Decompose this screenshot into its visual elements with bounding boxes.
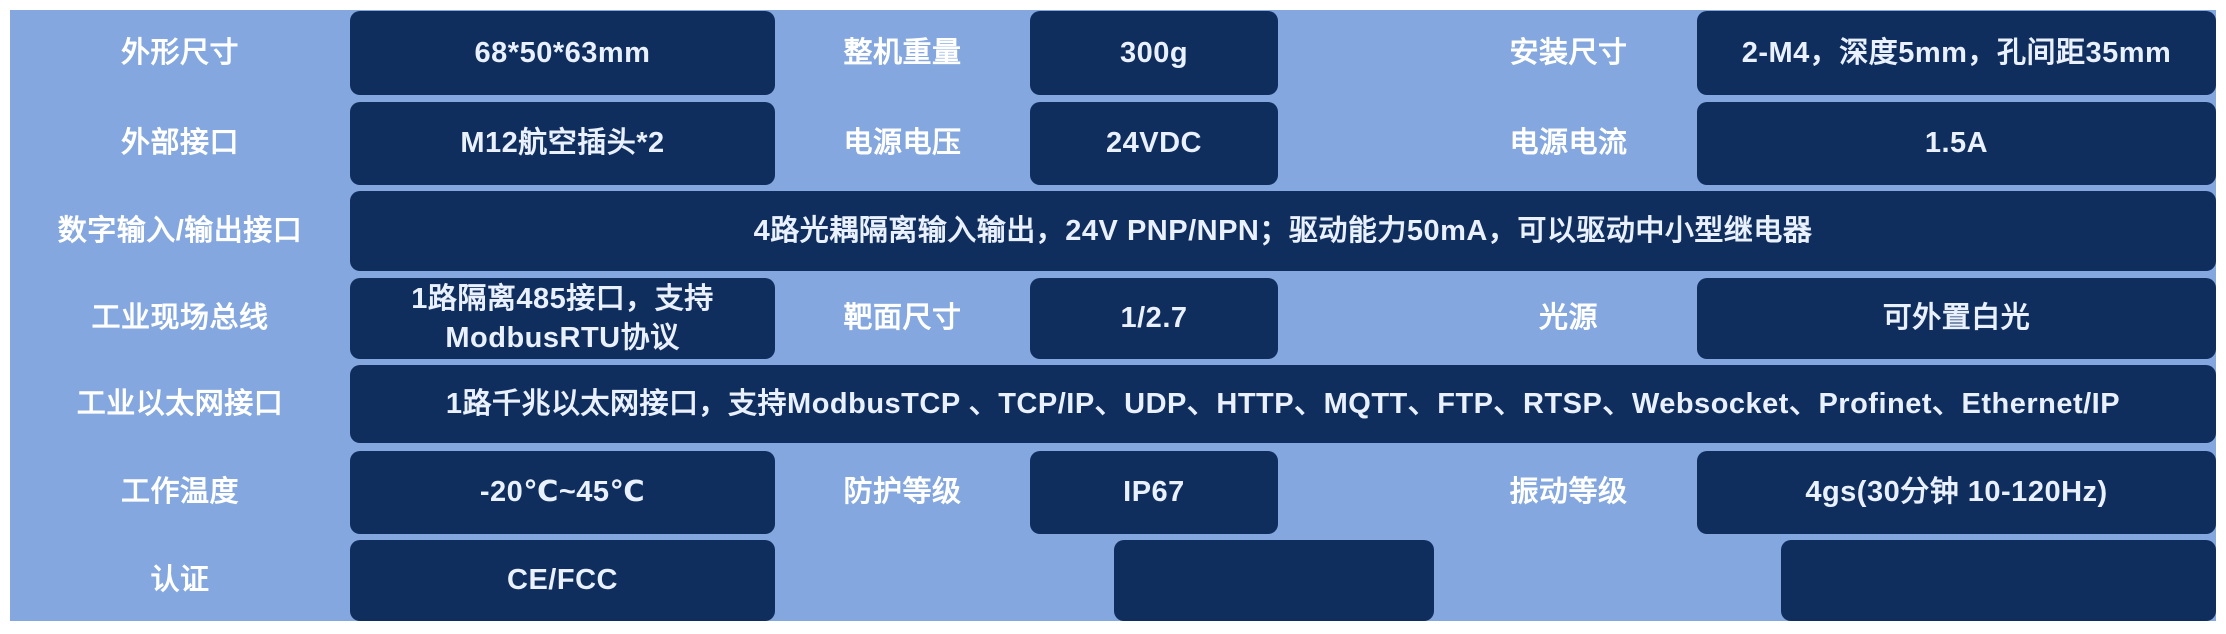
spec-label-supply-voltage: 电源电压 bbox=[843, 127, 962, 160]
spec-value-supply-current: 1.5A bbox=[1697, 102, 2216, 185]
spec-value-operating-temperature: -20℃~45℃ bbox=[350, 451, 775, 534]
spec-label-certification: 认证 bbox=[150, 564, 210, 597]
spec-value-vibration-rating: 4gs(30分钟 10-120Hz) bbox=[1697, 451, 2216, 534]
spec-label-fieldbus: 工业现场总线 bbox=[91, 302, 269, 335]
spec-row-digital-io: 数字输入/输出接口 4路光耦隔离输入输出，24V PNP/NPN；驱动能力50m… bbox=[0, 191, 2226, 271]
spec-label-operating-temperature: 工作温度 bbox=[120, 476, 239, 509]
spec-label-dimensions: 外形尺寸 bbox=[120, 36, 239, 69]
spec-value-digital-io: 4路光耦隔离输入输出，24V PNP/NPN；驱动能力50mA，可以驱动中小型继… bbox=[350, 191, 2216, 271]
spec-empty-cell-right bbox=[1781, 540, 2216, 621]
spec-row-certification: 认证 CE/FCC bbox=[0, 540, 2226, 621]
spec-label-sensor-size: 靶面尺寸 bbox=[843, 302, 962, 335]
spec-value-supply-voltage: 24VDC bbox=[1030, 102, 1278, 185]
spec-value-sensor-size: 1/2.7 bbox=[1030, 278, 1278, 359]
spec-value-light-source: 可外置白光 bbox=[1697, 278, 2216, 359]
spec-row-fieldbus: 工业现场总线 1路隔离485接口，支持ModbusRTU协议 靶面尺寸 1/2.… bbox=[0, 278, 2226, 359]
spec-label-vibration-rating: 振动等级 bbox=[1509, 476, 1628, 509]
spec-value-mounting-size: 2-M4，深度5mm，孔间距35mm bbox=[1697, 11, 2216, 95]
spec-value-dimensions: 68*50*63mm bbox=[350, 11, 775, 95]
spec-label-light-source: 光源 bbox=[1538, 302, 1598, 335]
spec-row-interfaces: 外部接口 M12航空插头*2 电源电压 24VDC 电源电流 1.5A bbox=[0, 102, 2226, 185]
spec-value-external-interface: M12航空插头*2 bbox=[350, 102, 775, 185]
spec-label-mounting-size: 安装尺寸 bbox=[1509, 36, 1628, 69]
spec-value-certification: CE/FCC bbox=[350, 540, 775, 621]
spec-row-ethernet: 工业以太网接口 1路千兆以太网接口，支持ModbusTCP 、TCP/IP、UD… bbox=[0, 365, 2226, 443]
spec-row-environment: 工作温度 -20℃~45℃ 防护等级 IP67 振动等级 4gs(30分钟 10… bbox=[0, 451, 2226, 534]
spec-label-ethernet: 工业以太网接口 bbox=[76, 387, 284, 420]
spec-value-weight: 300g bbox=[1030, 11, 1278, 95]
spec-label-digital-io: 数字输入/输出接口 bbox=[57, 214, 303, 247]
spec-value-protection-rating: IP67 bbox=[1030, 451, 1278, 534]
spec-label-weight: 整机重量 bbox=[843, 36, 962, 69]
spec-label-external-interface: 外部接口 bbox=[120, 127, 239, 160]
spec-value-fieldbus: 1路隔离485接口，支持ModbusRTU协议 bbox=[350, 278, 775, 359]
spec-empty-cell-middle bbox=[1114, 540, 1434, 621]
spec-label-supply-current: 电源电流 bbox=[1509, 127, 1628, 160]
spec-value-ethernet: 1路千兆以太网接口，支持ModbusTCP 、TCP/IP、UDP、HTTP、M… bbox=[350, 365, 2216, 443]
spec-label-protection-rating: 防护等级 bbox=[843, 476, 962, 509]
spec-row-dimensions: 外形尺寸 68*50*63mm 整机重量 300g 安装尺寸 2-M4，深度5m… bbox=[0, 11, 2226, 95]
